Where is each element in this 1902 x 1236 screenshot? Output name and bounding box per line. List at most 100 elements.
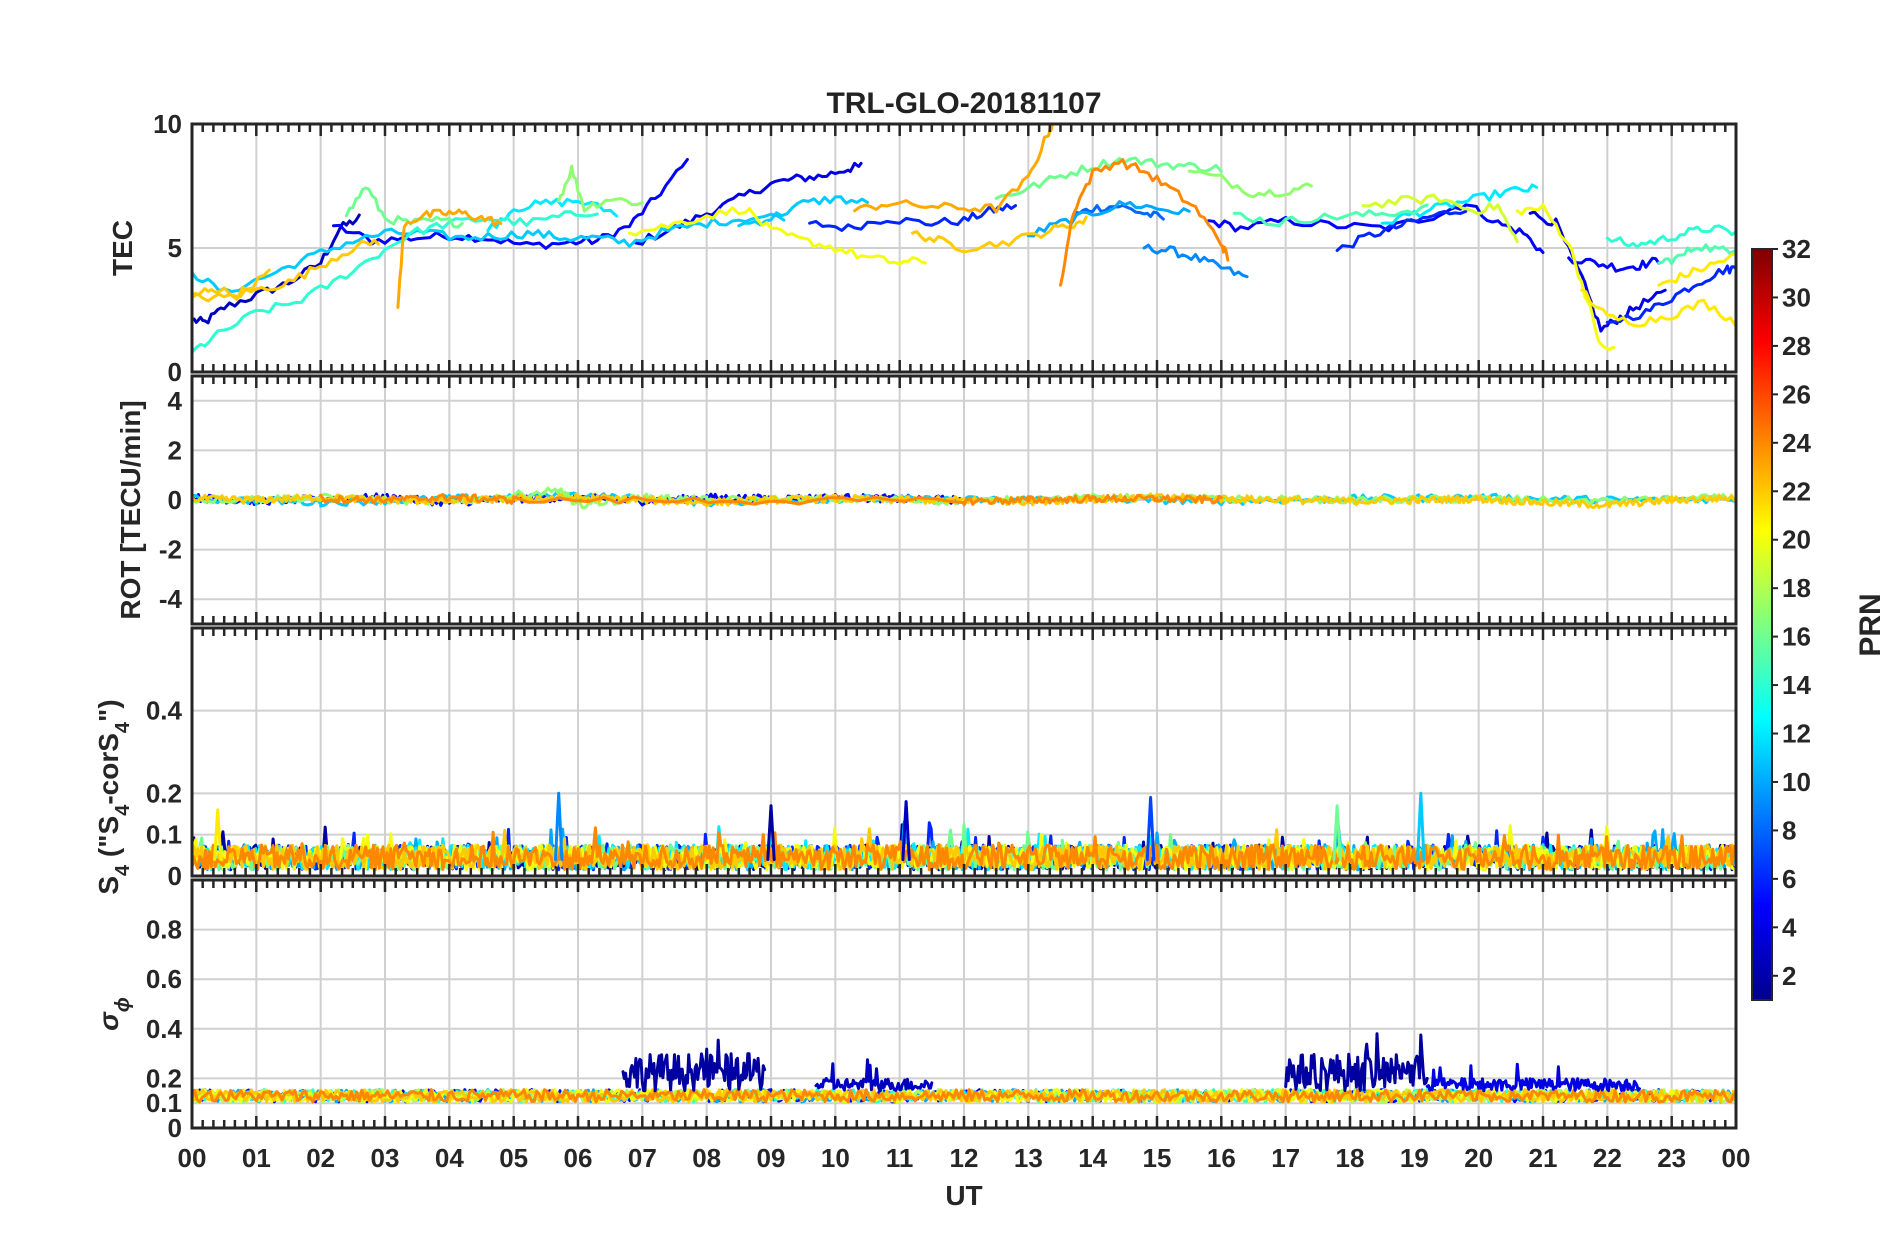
colorbar-tick-label: 32 <box>1782 234 1811 264</box>
colorbar-tick-label: 14 <box>1782 670 1811 700</box>
tec-series-prn-21 <box>1580 288 1736 329</box>
x-tick-label: 22 <box>1593 1143 1622 1173</box>
y-tick-label: -2 <box>159 535 182 565</box>
colorbar-tick-label: 20 <box>1782 525 1811 555</box>
x-tick-label: 23 <box>1657 1143 1686 1173</box>
colorbar-gradient <box>1751 248 1773 1001</box>
y-tick-label: 0 <box>168 861 182 891</box>
colorbar-tick-label: 2 <box>1782 961 1796 991</box>
y-tick-label: 10 <box>153 109 182 139</box>
x-tick-label: 12 <box>950 1143 979 1173</box>
tec-series-prn-23 <box>396 208 503 309</box>
colorbar-tick-label: 26 <box>1782 379 1811 409</box>
tec-series-prn-5 <box>1207 203 1545 254</box>
x-tick-label: 09 <box>757 1143 786 1173</box>
tec-series-prn-6 <box>1605 264 1736 324</box>
chart-title: TRL-GLO-20181107 <box>826 87 1101 120</box>
y-tick-label: 0.1 <box>146 820 182 850</box>
tec-series-prn-11 <box>192 212 786 293</box>
sigphi-high-series <box>1284 1032 1429 1092</box>
tec-series-prn-20 <box>628 206 927 266</box>
tec-series-prn-14 <box>1605 224 1736 249</box>
s4-peak <box>1332 804 1342 861</box>
rot-series-prn-24 <box>319 493 1223 507</box>
tec-series-prn-5 <box>1567 256 1661 273</box>
panel-s4: 0 0.1 0.2 0.4 S4 ("S4-corS4") <box>93 626 1738 895</box>
tec-series-prn-6 <box>1335 209 1468 252</box>
panel-s4-data <box>192 791 1736 872</box>
y-tick-label: 4 <box>168 386 183 416</box>
x-tick-label: 17 <box>1271 1143 1300 1173</box>
y-tick-label: 0 <box>168 357 182 387</box>
tec-series-prn-3 <box>192 213 361 325</box>
x-tick-label: 05 <box>499 1143 528 1173</box>
colorbar-tick-label: 4 <box>1782 912 1797 942</box>
x-tick-label: 00 <box>178 1143 207 1173</box>
panel-rot-data <box>192 486 1736 510</box>
tec-series-prn-17 <box>1187 169 1313 199</box>
minor-ticks <box>190 376 1738 624</box>
minor-ticks <box>190 628 1738 876</box>
x-tick-label: 13 <box>1014 1143 1043 1173</box>
y-axis-label-rot: ROT [TECU/min] <box>115 400 146 619</box>
y-tick-label: 5 <box>168 233 182 263</box>
x-tick-label: 02 <box>306 1143 335 1173</box>
y-tick-label: 0 <box>168 1113 182 1143</box>
colorbar-tick-label: 18 <box>1782 573 1811 603</box>
minor-ticks <box>190 124 1738 372</box>
sigphi-high-series <box>1425 1062 1641 1093</box>
colorbar-tick-label: 6 <box>1782 864 1796 894</box>
panel-rot: -4 -2 0 2 4 ROT [TECU/min] <box>115 374 1738 626</box>
panel-sigphi-data <box>192 1032 1736 1104</box>
colorbar-tick-label: 10 <box>1782 767 1811 797</box>
panel-sigphi: 00.10.2 0.4 0.6 0.8 σϕ <box>93 878 1738 1143</box>
s4-peak <box>554 791 564 861</box>
y-tick-label: 0.4 <box>146 696 183 726</box>
y-tick-label: 0.2 <box>146 1063 182 1093</box>
colorbar-label: PRN <box>1854 593 1887 656</box>
sigphi-high-series <box>621 1038 767 1093</box>
y-tick-label: 0.6 <box>146 964 182 994</box>
s4-peak <box>1145 796 1156 861</box>
colorbar-tick-label: 22 <box>1782 476 1811 506</box>
x-tick-label: 04 <box>435 1143 464 1173</box>
tec-series-prn-9 <box>1142 243 1249 279</box>
panel-tec-data <box>192 124 1736 354</box>
tec-series-prn-19 <box>1361 193 1519 244</box>
x-tick-label: 19 <box>1400 1143 1429 1173</box>
x-tick-label: 08 <box>692 1143 721 1173</box>
colorbar-tick-label: 12 <box>1782 719 1811 749</box>
x-axis: 00 01 02 03 04 05 06 07 08 09 10 11 12 13 14 15 16 17 18 19… <box>178 1143 1751 1173</box>
y-axis-label-s4: S4 ("S4-corS4") <box>93 699 134 894</box>
tec-series-prn-16 <box>344 186 464 229</box>
y-tick-label: 0.8 <box>146 915 182 945</box>
tec-series-prn-5 <box>332 158 689 250</box>
x-tick-label: 14 <box>1078 1143 1107 1173</box>
y-tick-label: 0 <box>168 485 182 515</box>
s4-peak <box>213 808 223 861</box>
x-tick-label: 16 <box>1207 1143 1236 1173</box>
panel-tec: 0 5 10 TEC <box>107 109 1738 387</box>
x-tick-label: 18 <box>1336 1143 1365 1173</box>
y-tick-label: 0.1 <box>146 1088 182 1118</box>
tec-series-prn-4 <box>634 161 863 246</box>
x-tick-label: 01 <box>242 1143 271 1173</box>
tec-series-prn-15 <box>1232 203 1429 228</box>
tec-series-prn-8 <box>1071 203 1165 221</box>
x-tick-label: 07 <box>628 1143 657 1173</box>
tec-series-prn-6 <box>808 203 1017 232</box>
tec-series-prn-17 <box>557 164 644 213</box>
s4-peak <box>766 804 776 861</box>
s4-peak <box>901 800 911 861</box>
tec-series-prn-20 <box>1515 203 1616 352</box>
colorbar-tick-label: 28 <box>1782 331 1811 361</box>
x-tick-label: 15 <box>1143 1143 1172 1173</box>
tec-series-prn-12 <box>1380 183 1539 225</box>
colorbar-tick-label: 8 <box>1782 815 1796 845</box>
x-tick-label: 00 <box>1722 1143 1751 1173</box>
y-tick-label: 0.4 <box>146 1014 183 1044</box>
x-tick-label: 03 <box>371 1143 400 1173</box>
tec-series-prn-22 <box>192 238 381 303</box>
